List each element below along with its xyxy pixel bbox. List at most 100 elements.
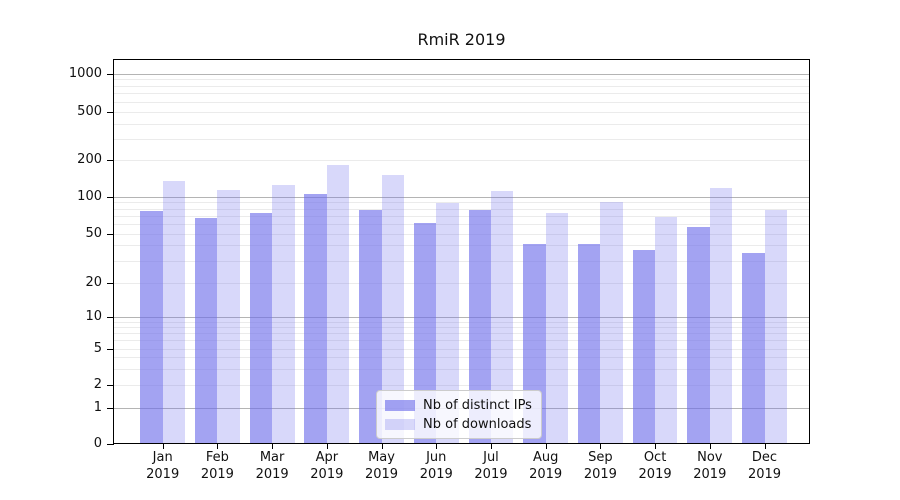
y-tick-label: 200 bbox=[77, 152, 102, 167]
y-tick-label: 2 bbox=[93, 377, 102, 392]
bar-distinct-ips bbox=[742, 252, 765, 443]
y-tick bbox=[107, 196, 114, 198]
gridline-minor bbox=[114, 79, 809, 81]
y-tick-label: 50 bbox=[85, 225, 102, 241]
gridline-minor bbox=[114, 321, 809, 323]
y-tick-label: 500 bbox=[77, 104, 102, 119]
gridline-minor bbox=[114, 123, 809, 125]
bar-downloads bbox=[545, 213, 569, 443]
legend-label-downloads: Nb of downloads bbox=[423, 416, 532, 432]
gridline-minor bbox=[114, 385, 809, 386]
bar-distinct-ips bbox=[359, 209, 382, 443]
x-tick-label: Nov 2019 bbox=[693, 450, 727, 482]
gridline-minor bbox=[114, 101, 809, 103]
bar-downloads bbox=[709, 188, 733, 443]
bar-distinct-ips bbox=[577, 244, 601, 443]
gridline-minor bbox=[114, 340, 809, 342]
x-tick-label: May 2019 bbox=[364, 450, 399, 482]
y-tick-label: 1000 bbox=[68, 65, 102, 81]
bar-downloads bbox=[272, 184, 295, 443]
bar-distinct-ips bbox=[140, 211, 163, 443]
x-tick-label: Dec 2019 bbox=[747, 450, 782, 482]
gridline-minor bbox=[114, 215, 809, 217]
x-tick bbox=[764, 444, 766, 449]
x-tick-label: Jan 2019 bbox=[146, 450, 180, 482]
x-tick-label: Jun 2019 bbox=[419, 450, 453, 482]
gridline-major bbox=[114, 196, 809, 198]
x-tick-label: Aug 2019 bbox=[529, 450, 563, 482]
y-tick bbox=[107, 348, 114, 350]
gridline-minor bbox=[114, 223, 809, 225]
legend-swatch-downloads bbox=[385, 418, 415, 430]
x-tick-label: Mar 2019 bbox=[255, 450, 289, 482]
y-tick-label: 0 bbox=[93, 436, 102, 451]
gridline-minor bbox=[114, 245, 809, 247]
bar-downloads bbox=[490, 190, 514, 443]
bar-distinct-ips bbox=[304, 193, 327, 443]
x-tick bbox=[272, 444, 274, 449]
x-tick-label: Feb 2019 bbox=[200, 450, 234, 482]
x-tick bbox=[490, 444, 492, 449]
y-tick bbox=[107, 73, 114, 75]
legend-item-downloads: Nb of downloads bbox=[385, 415, 532, 433]
y-tick-label: 100 bbox=[77, 188, 102, 204]
y-tick bbox=[107, 444, 114, 445]
gridline-minor bbox=[114, 357, 809, 359]
bar-distinct-ips bbox=[249, 213, 273, 443]
bar-downloads bbox=[436, 202, 459, 443]
gridline-minor bbox=[114, 93, 809, 95]
y-tick bbox=[107, 407, 114, 409]
x-tick-label: Sep 2019 bbox=[583, 450, 617, 482]
legend-label-distinct-ips: Nb of distinct IPs bbox=[423, 397, 532, 413]
gridline-minor bbox=[114, 348, 809, 350]
x-tick bbox=[326, 444, 328, 449]
legend-swatch-distinct-ips bbox=[385, 399, 415, 411]
x-tick-label: Apr 2019 bbox=[310, 450, 344, 482]
y-tick bbox=[107, 112, 114, 113]
gridline-minor bbox=[114, 202, 809, 204]
x-tick bbox=[162, 444, 164, 449]
y-tick bbox=[107, 282, 114, 284]
x-tick bbox=[600, 444, 602, 449]
bar-downloads bbox=[764, 209, 787, 443]
bars-layer bbox=[114, 60, 809, 443]
bar-distinct-ips bbox=[632, 249, 656, 443]
bar-downloads bbox=[600, 202, 623, 443]
gridline-minor bbox=[114, 112, 809, 113]
gridline-minor bbox=[114, 333, 809, 335]
bar-downloads bbox=[217, 189, 240, 443]
bar-downloads bbox=[381, 174, 404, 443]
bar-downloads bbox=[162, 180, 186, 443]
y-tick-label: 10 bbox=[85, 309, 102, 324]
chart-title: RmiR 2019 bbox=[417, 30, 506, 49]
bar-distinct-ips bbox=[413, 222, 437, 443]
x-tick bbox=[217, 444, 219, 449]
y-tick bbox=[107, 233, 114, 235]
x-tick bbox=[436, 444, 438, 449]
gridline-minor bbox=[114, 160, 809, 161]
gridline-minor bbox=[114, 368, 809, 370]
bar-distinct-ips bbox=[195, 217, 218, 443]
gridline-minor bbox=[114, 282, 809, 284]
gridline-minor bbox=[114, 260, 809, 262]
x-tick bbox=[709, 444, 711, 449]
gridline-minor bbox=[114, 327, 809, 329]
y-tick bbox=[107, 317, 114, 318]
gridline-minor bbox=[114, 85, 809, 87]
x-tick-label: Jul 2019 bbox=[474, 450, 508, 482]
x-tick bbox=[381, 444, 383, 449]
x-tick bbox=[655, 444, 657, 449]
grid-layer bbox=[114, 60, 809, 443]
gridline-minor bbox=[114, 138, 809, 140]
y-tick bbox=[107, 385, 114, 386]
legend-item-distinct-ips: Nb of distinct IPs bbox=[385, 396, 532, 414]
bar-distinct-ips bbox=[468, 209, 491, 443]
bar-downloads bbox=[326, 164, 350, 443]
plot-area: Nb of distinct IPs Nb of downloads bbox=[113, 59, 810, 444]
legend: Nb of distinct IPs Nb of downloads bbox=[376, 390, 542, 439]
y-tick-label: 5 bbox=[93, 340, 102, 356]
bar-downloads bbox=[655, 217, 678, 443]
gridline-minor bbox=[114, 233, 809, 235]
y-tick bbox=[107, 160, 114, 161]
